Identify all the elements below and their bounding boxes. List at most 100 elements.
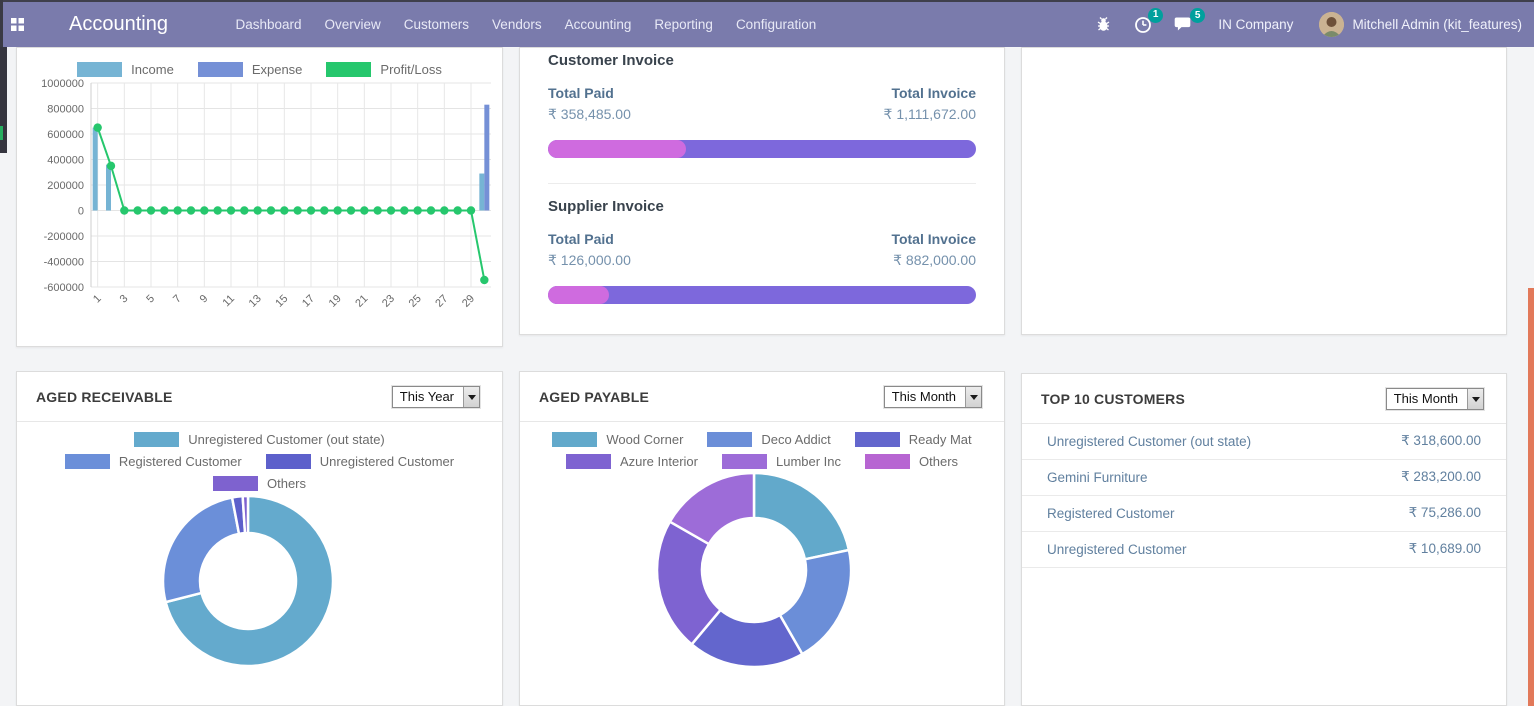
- profit-loss-chart: 1000000 800000 600000 400000 200000 0 -200000 -…: [41, 78, 491, 310]
- svg-text:0: 0: [78, 206, 84, 218]
- customer-row[interactable]: Unregistered Customer ₹ 10,689.00: [1022, 532, 1506, 568]
- nav-item-dashboard[interactable]: Dashboard: [235, 17, 302, 32]
- dropdown-arrow-icon: [463, 387, 479, 407]
- legend-item[interactable]: Lumber Inc: [721, 454, 842, 469]
- svg-text:5: 5: [144, 293, 157, 306]
- legend-swatch: [64, 454, 110, 469]
- customer-row[interactable]: Registered Customer ₹ 75,286.00: [1022, 496, 1506, 532]
- legend-label: Lumber Inc: [775, 454, 842, 469]
- legend-item[interactable]: Others: [865, 454, 958, 469]
- svg-text:13: 13: [247, 293, 264, 310]
- svg-text:27: 27: [433, 293, 450, 310]
- aged-receivable-legend: Unregistered Customer (out state) Registe…: [50, 432, 470, 491]
- customer-invoice-progress: [548, 140, 976, 158]
- svg-text:11: 11: [221, 293, 238, 310]
- legend-item[interactable]: Income: [77, 62, 174, 77]
- supplier-invoice-title: Supplier Invoice: [548, 198, 664, 215]
- top-customers-title: TOP 10 CUSTOMERS: [1041, 391, 1186, 407]
- legend-swatch: [552, 432, 598, 447]
- customer-row[interactable]: Unregistered Customer (out state) ₹ 318,6…: [1022, 424, 1506, 460]
- legend-swatch: [212, 476, 258, 491]
- empty-card: [1021, 47, 1507, 335]
- legend-item[interactable]: Deco Addict: [707, 432, 831, 447]
- svg-text:23: 23: [380, 293, 397, 310]
- legend-item[interactable]: Ready Mat: [854, 432, 972, 447]
- nav-item-customers[interactable]: Customers: [403, 17, 470, 32]
- user-avatar[interactable]: [1319, 12, 1345, 37]
- legend-swatch: [721, 454, 767, 469]
- customer-paid-label: Total Paid: [548, 85, 614, 101]
- debug-bug-icon[interactable]: [1095, 16, 1112, 33]
- app-title[interactable]: Accounting: [69, 13, 168, 35]
- user-menu[interactable]: Mitchell Admin (kit_features): [1352, 17, 1522, 32]
- svg-text:25: 25: [407, 293, 424, 310]
- supplier-progress-fill: [548, 286, 610, 304]
- legend-swatch: [565, 454, 611, 469]
- legend-item[interactable]: Azure Interior: [565, 454, 698, 469]
- svg-text:-600000: -600000: [44, 282, 84, 294]
- legend-item[interactable]: Unregistered Customer: [265, 454, 455, 469]
- customer-invoice-section: Customer Invoice Total Paid Total Invoic…: [548, 48, 976, 158]
- nav-item-accounting[interactable]: Accounting: [564, 17, 632, 32]
- legend-label: Registered Customer: [118, 454, 242, 469]
- aged-payable-title: AGED PAYABLE: [539, 389, 650, 405]
- supplier-invoice-progress: [548, 286, 976, 304]
- customer-row[interactable]: Gemini Furniture ₹ 283,200.00: [1022, 460, 1506, 496]
- legend-item[interactable]: Expense: [197, 62, 302, 77]
- customer-progress-fill: [548, 140, 686, 158]
- systray: 1 5 IN Company Mitchell Admin (kit_featu…: [1073, 7, 1534, 37]
- messages-chat-icon[interactable]: 5: [1174, 8, 1206, 33]
- svg-text:29: 29: [460, 293, 477, 310]
- legend-label: Azure Interior: [619, 454, 698, 469]
- svg-text:21: 21: [353, 293, 370, 310]
- donut-segment: [668, 471, 756, 546]
- nav-item-configuration[interactable]: Configuration: [735, 17, 817, 32]
- dropdown-arrow-icon: [1467, 389, 1483, 409]
- customer-amount: ₹ 318,600.00: [1401, 433, 1481, 448]
- supplier-paid-label: Total Paid: [548, 231, 614, 247]
- legend-label: Others: [266, 476, 306, 491]
- nav-item-vendors[interactable]: Vendors: [492, 17, 542, 32]
- svg-text:400000: 400000: [47, 155, 84, 167]
- selected-period: This Month: [1393, 391, 1458, 406]
- legend-item[interactable]: Unregistered Customer (out state): [134, 432, 385, 447]
- legend-item[interactable]: Wood Corner: [552, 432, 683, 447]
- customer-name: Unregistered Customer: [1047, 541, 1187, 557]
- legend-label: Income: [131, 62, 174, 77]
- section-divider: [548, 183, 976, 184]
- apps-grid-icon[interactable]: [10, 17, 25, 32]
- legend-label: Deco Addict: [761, 432, 831, 447]
- top-customers-period-select[interactable]: This Month: [1384, 387, 1486, 411]
- nav-item-overview[interactable]: Overview: [324, 17, 381, 32]
- legend-label: Others: [919, 454, 959, 469]
- profit-loss-legend: Income Expense Profit/Loss: [17, 62, 502, 77]
- legend-item[interactable]: Others: [212, 476, 306, 491]
- legend-swatch: [854, 432, 900, 447]
- legend-swatch: [265, 454, 311, 469]
- svg-text:17: 17: [300, 293, 317, 310]
- svg-text:-200000: -200000: [44, 231, 84, 243]
- aged-receivable-period-select[interactable]: This Year: [390, 385, 482, 409]
- dropdown-arrow-icon: [965, 387, 981, 407]
- donut-segment: [163, 494, 334, 668]
- svg-text:3: 3: [118, 293, 131, 306]
- legend-item[interactable]: Profit/Loss: [326, 62, 442, 77]
- svg-text:9: 9: [198, 293, 211, 306]
- company-switcher[interactable]: IN Company: [1218, 17, 1294, 32]
- nav-item-reporting[interactable]: Reporting: [654, 17, 713, 32]
- messages-badge: 5: [1189, 8, 1206, 23]
- profit-loss-card: Income Expense Profit/Loss 1000000 800000 60…: [16, 47, 503, 347]
- aged-payable-period-select[interactable]: This Month: [882, 385, 984, 409]
- aged-payable-donut-chart: [655, 471, 853, 669]
- activities-clock-icon[interactable]: 1: [1134, 7, 1164, 34]
- legend-item[interactable]: Registered Customer: [64, 454, 242, 469]
- legend-label: Unregistered Customer: [319, 454, 455, 469]
- top-navbar: Accounting Dashboard Overview Customers Ven…: [0, 0, 1534, 47]
- customer-total-value: ₹ 1,111,672.00: [883, 106, 976, 122]
- legend-label: Profit/Loss: [380, 62, 442, 77]
- aged-receivable-card: AGED RECEIVABLE This Year Unregistered C…: [16, 371, 503, 706]
- window-edge: [0, 47, 7, 153]
- svg-text:800000: 800000: [47, 104, 84, 116]
- vertical-scrollbar-thumb[interactable]: [1528, 288, 1534, 706]
- legend-swatch: [77, 62, 123, 77]
